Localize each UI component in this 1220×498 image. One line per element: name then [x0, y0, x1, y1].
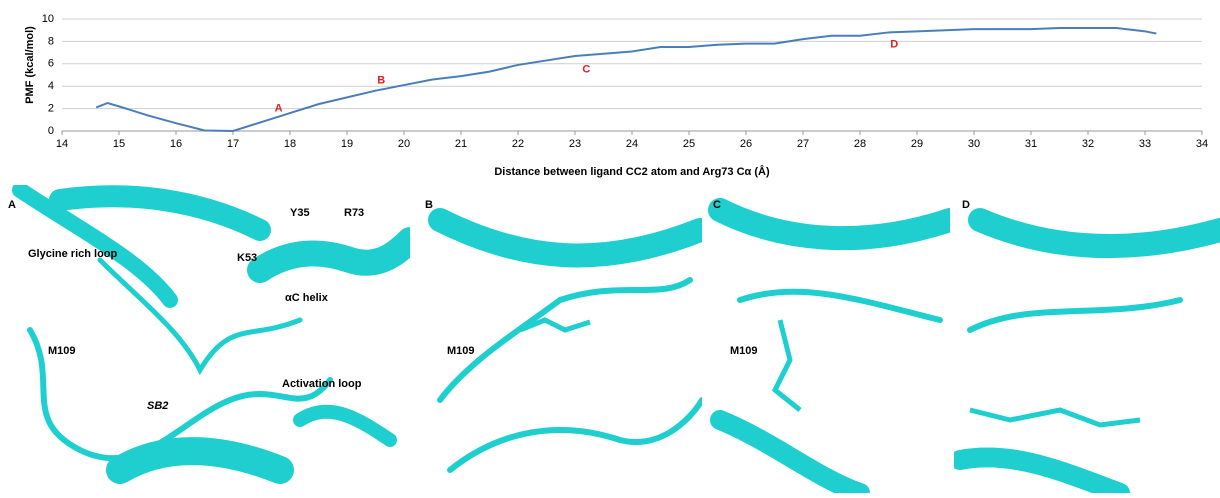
structure-label: M109	[447, 345, 475, 357]
structure-panel-c	[706, 185, 950, 493]
x-tick-label: 27	[797, 138, 809, 150]
structure-panel-d	[954, 185, 1220, 493]
y-tick-label: 2	[48, 103, 54, 115]
structure-label: Glycine rich loop	[28, 248, 118, 260]
x-tick-label: 24	[626, 138, 638, 150]
point-label: C	[582, 63, 590, 75]
y-tick-label: 4	[48, 80, 54, 92]
panel-label: B	[425, 199, 433, 211]
structure-label: M109	[730, 345, 758, 357]
panel-label: A	[8, 199, 16, 211]
x-tick-label: 26	[740, 138, 752, 150]
x-tick-label: 16	[170, 138, 182, 150]
x-tick-label: 28	[854, 138, 866, 150]
x-axis-title: Distance between ligand CC2 atom and Arg…	[494, 165, 770, 178]
structure-label: Activation loop	[282, 378, 362, 390]
x-tick-label: 20	[398, 138, 410, 150]
y-tick-label: 0	[48, 125, 54, 137]
x-tick-label: 19	[341, 138, 353, 150]
x-tick-label: 23	[569, 138, 581, 150]
structure-label: Y35	[290, 207, 310, 219]
x-tick-label: 25	[683, 138, 695, 150]
y-tick-label: 8	[48, 35, 54, 47]
x-tick-label: 30	[968, 138, 980, 150]
structure-panel-b	[414, 185, 702, 493]
panel-label: C	[713, 199, 721, 211]
x-tick-label: 15	[113, 138, 125, 150]
y-axis-title: PMF (kcal/mol)	[24, 26, 36, 104]
x-tick-label: 31	[1025, 138, 1037, 150]
y-tick-label: 6	[48, 58, 54, 70]
point-label: A	[275, 103, 283, 115]
structure-label: R73	[344, 207, 364, 219]
x-tick-label: 18	[284, 138, 296, 150]
structure-label: SB2	[147, 400, 168, 412]
x-tick-label: 32	[1082, 138, 1094, 150]
x-tick-label: 29	[911, 138, 923, 150]
x-tick-label: 14	[56, 138, 68, 150]
y-tick-label: 10	[42, 13, 54, 25]
structure-label: αC helix	[285, 292, 329, 304]
x-tick-label: 22	[512, 138, 524, 150]
x-tick-label: 34	[1196, 138, 1208, 150]
panel-label: D	[962, 199, 970, 211]
structure-panel-a	[0, 185, 410, 493]
point-label: D	[890, 39, 898, 51]
point-label: B	[377, 75, 385, 87]
x-tick-label: 33	[1139, 138, 1151, 150]
structure-label: M109	[48, 345, 76, 357]
x-tick-label: 17	[227, 138, 239, 150]
structure-label: K53	[237, 252, 257, 264]
x-tick-label: 21	[455, 138, 467, 150]
pmf-line	[95, 26, 1157, 133]
